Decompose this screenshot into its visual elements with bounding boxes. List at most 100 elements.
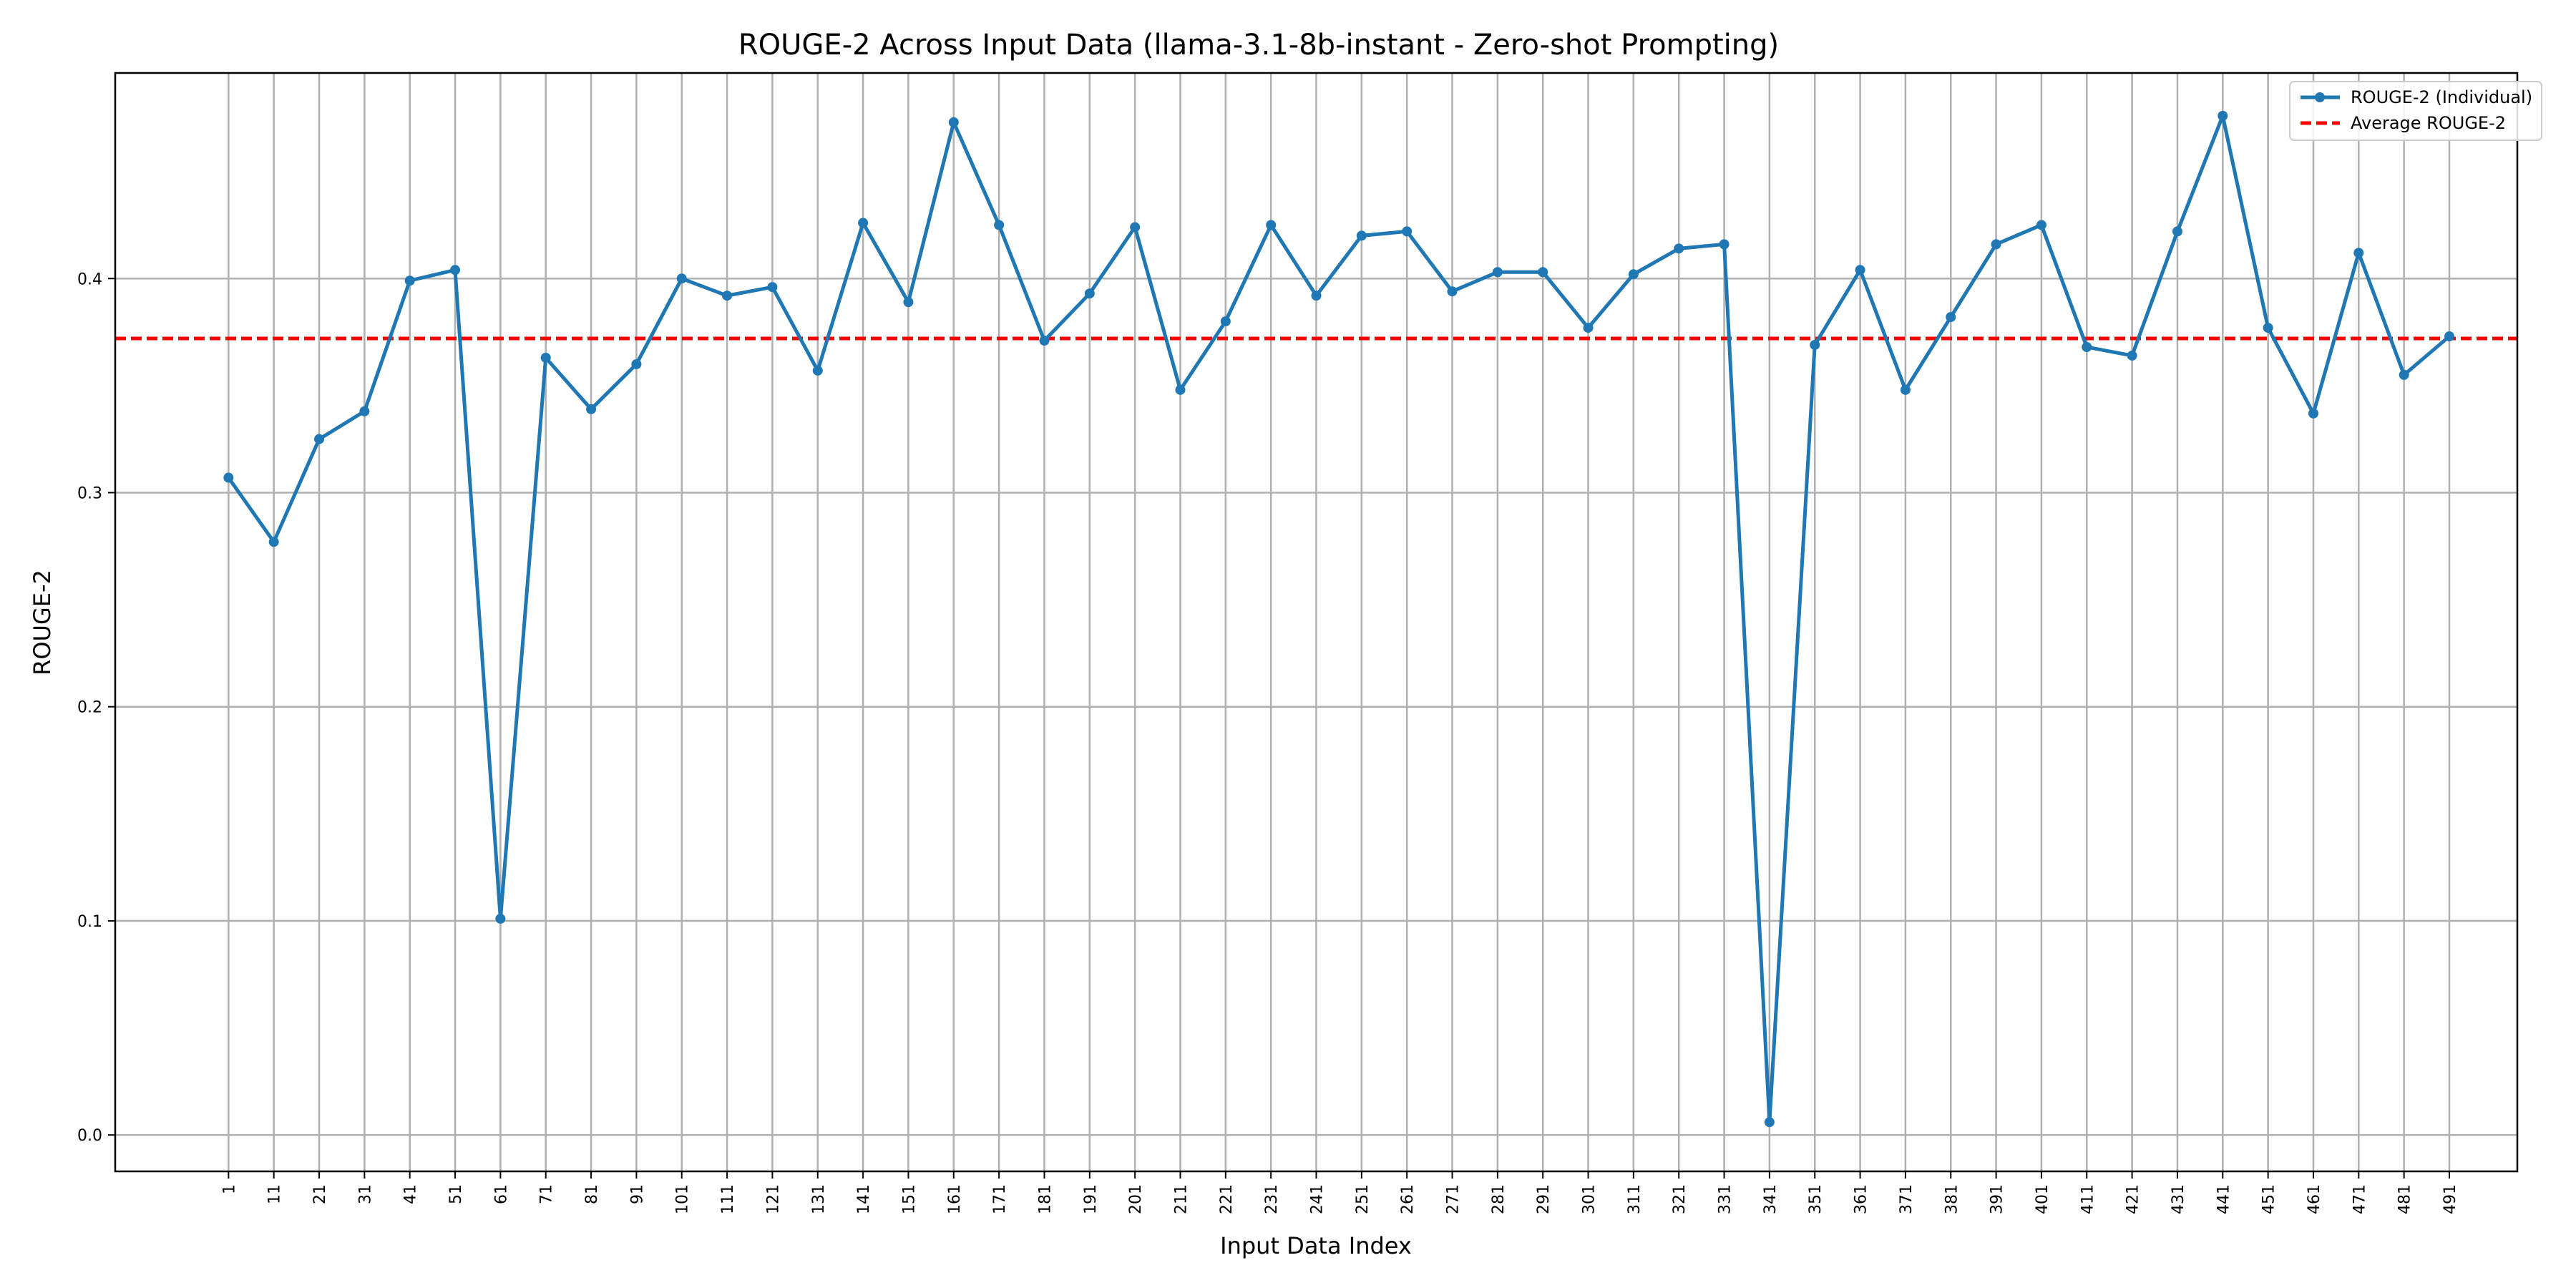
series-layer <box>223 110 2454 1128</box>
x-tick-label: 41 <box>402 1184 420 1204</box>
legend-label-individual: ROUGE-2 (Individual) <box>2351 87 2532 107</box>
data-point <box>2082 342 2092 353</box>
x-tick-label: 241 <box>1309 1184 1327 1214</box>
data-point <box>1946 312 1956 323</box>
legend: ROUGE-2 (Individual) Average ROUGE-2 <box>2289 81 2542 141</box>
data-point <box>495 913 506 924</box>
series-line-individual <box>227 114 2451 1124</box>
data-point <box>1447 286 1458 297</box>
x-tick-label: 171 <box>991 1184 1009 1214</box>
data-point <box>1764 1117 1775 1128</box>
data-point <box>1810 340 1820 351</box>
x-tick-label: 111 <box>719 1184 737 1214</box>
x-tick-label: 411 <box>2079 1184 2097 1214</box>
data-point <box>1538 267 1548 278</box>
data-point <box>1039 336 1050 346</box>
x-tick-label: 491 <box>2441 1184 2459 1214</box>
data-point <box>2127 350 2137 361</box>
data-point <box>268 537 279 547</box>
x-tick-label: 361 <box>1853 1184 1870 1214</box>
data-point <box>903 297 914 308</box>
x-tick-label: 371 <box>1898 1184 1916 1214</box>
legend-label-average: Average ROUGE-2 <box>2351 113 2506 133</box>
x-tick-label: 391 <box>1989 1184 2006 1214</box>
data-point <box>812 365 823 376</box>
x-tick-label: 421 <box>2124 1184 2142 1214</box>
x-tick-label: 191 <box>1082 1184 1100 1214</box>
data-point <box>1674 243 1684 254</box>
data-point <box>1402 226 1413 237</box>
x-tick-label: 1 <box>220 1184 238 1194</box>
x-tick-label: 321 <box>1671 1184 1689 1214</box>
x-tick-label: 181 <box>1036 1184 1054 1214</box>
x-axis: 1 11 21 31 41 51 61 71 81 91 101 111 121 131 141 151 161… <box>220 1171 2459 1214</box>
y-axis: 0.0 0.1 0.2 0.3 0.4 <box>77 270 115 1145</box>
data-point <box>1492 267 1503 278</box>
x-tick-label: 221 <box>1218 1184 1236 1214</box>
x-tick-label: 161 <box>946 1184 964 1214</box>
data-point <box>1130 222 1141 233</box>
x-tick-label: 131 <box>810 1184 828 1214</box>
x-tick-label: 251 <box>1354 1184 1372 1214</box>
data-point <box>994 220 1005 230</box>
data-point <box>2263 323 2273 333</box>
data-point <box>948 117 959 127</box>
data-point <box>359 406 370 416</box>
y-tick-label: 0.2 <box>77 699 102 717</box>
data-point <box>1084 288 1095 299</box>
data-point <box>1628 269 1639 280</box>
data-point <box>1583 323 1594 333</box>
x-tick-label: 271 <box>1445 1184 1463 1214</box>
x-tick-label: 21 <box>311 1184 329 1204</box>
data-point <box>1855 265 1865 275</box>
x-tick-label: 291 <box>1535 1184 1553 1214</box>
data-point <box>540 352 551 363</box>
legend-marker-individual <box>2315 92 2325 102</box>
data-point <box>1719 239 1729 250</box>
legend-box <box>2289 81 2542 141</box>
x-tick-label: 441 <box>2215 1184 2233 1214</box>
data-point <box>314 434 325 444</box>
data-point <box>586 404 597 414</box>
y-axis-label: ROUGE-2 <box>29 570 56 675</box>
data-point <box>1175 384 1186 395</box>
x-tick-label: 141 <box>855 1184 873 1214</box>
y-tick-label: 0.4 <box>77 270 102 288</box>
x-axis-label: Input Data Index <box>1220 1232 1412 1259</box>
x-tick-label: 71 <box>538 1184 556 1204</box>
x-tick-label: 401 <box>2034 1184 2051 1214</box>
data-point <box>2444 331 2454 342</box>
x-tick-label: 481 <box>2396 1184 2414 1214</box>
data-point <box>2353 248 2364 258</box>
data-point <box>631 358 642 369</box>
x-tick-label: 121 <box>764 1184 782 1214</box>
data-point <box>1356 230 1367 241</box>
y-tick-label: 0.3 <box>77 484 102 502</box>
x-tick-label: 351 <box>1807 1184 1825 1214</box>
x-tick-label: 211 <box>1172 1184 1190 1214</box>
data-point <box>1266 220 1277 230</box>
x-tick-label: 311 <box>1626 1184 1644 1214</box>
y-tick-label: 0.0 <box>77 1127 102 1145</box>
data-point <box>223 472 234 483</box>
x-tick-label: 31 <box>356 1184 374 1204</box>
data-point <box>450 265 461 275</box>
data-point <box>2036 220 2046 230</box>
data-point <box>1311 291 1322 301</box>
chart-title: ROUGE-2 Across Input Data (llama-3.1-8b-… <box>738 29 1779 62</box>
x-tick-label: 51 <box>447 1184 465 1204</box>
x-tick-label: 81 <box>583 1184 601 1204</box>
x-tick-label: 381 <box>1943 1184 1961 1214</box>
x-tick-label: 331 <box>1717 1184 1735 1214</box>
x-tick-label: 231 <box>1263 1184 1281 1214</box>
data-point <box>767 282 778 293</box>
data-point <box>2172 226 2182 237</box>
data-point <box>1991 239 2001 250</box>
x-tick-label: 61 <box>492 1184 510 1204</box>
data-point <box>858 218 869 228</box>
data-point <box>2218 110 2228 121</box>
y-tick-label: 0.1 <box>77 913 102 931</box>
data-point <box>404 275 415 286</box>
